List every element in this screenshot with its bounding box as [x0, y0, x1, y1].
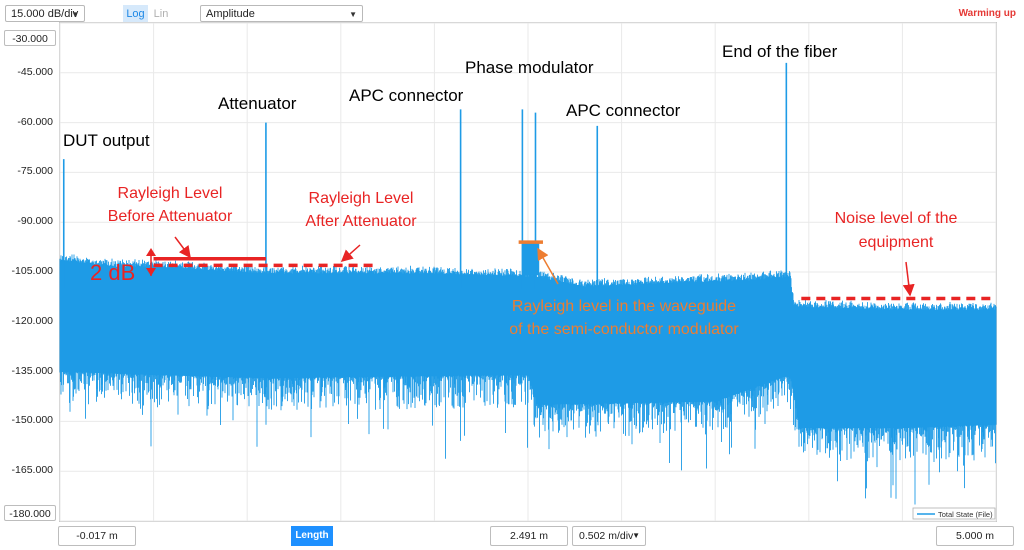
y-tick-label: -150.000 [11, 414, 53, 427]
pointer-arrow [340, 244, 361, 262]
log-toggle[interactable]: Log [123, 5, 148, 23]
annotation-label: Phase modulator [465, 58, 594, 77]
annotation-label: of the semi-conductor modulator [509, 321, 739, 338]
y-tick-label: -45.000 [17, 65, 53, 78]
annotation-label: APC connector [349, 86, 464, 105]
y-tick-label: -90.000 [17, 215, 53, 228]
annotation-label: End of the fiber [722, 42, 838, 61]
annotation-label: 2 dB [90, 260, 135, 285]
chevron-down-icon: ▼ [349, 10, 357, 19]
arrow-head-icon [146, 248, 156, 256]
trace-series [59, 254, 997, 505]
y-max-field[interactable]: -30.000 [4, 30, 56, 46]
annotation-label: APC connector [566, 101, 681, 120]
legend-label: Total State (File) [938, 510, 993, 519]
waveguide-block [522, 242, 540, 276]
pointer-arrow [174, 236, 191, 259]
x-div-dropdown[interactable]: 0.502 m/div ▼ [572, 526, 646, 546]
annotation-label: Before Attenuator [108, 208, 233, 225]
annotation-label: Attenuator [218, 94, 297, 113]
length-button[interactable]: Length [291, 526, 333, 546]
annotation-label: After Attenuator [305, 213, 417, 230]
annotation-label: equipment [859, 234, 934, 251]
pointer-arrow [902, 261, 915, 297]
x-end-field[interactable]: 5.000 m [936, 526, 1014, 546]
annotation-label: DUT output [63, 131, 150, 150]
legend-box [912, 507, 996, 520]
scale-dropdown[interactable]: 15.000 dB/div ▼ [5, 5, 85, 22]
pointer-arrow [537, 247, 559, 285]
y-tick-label: -120.000 [11, 314, 53, 327]
annotation-label: Noise level of the [835, 210, 958, 227]
toolbar: 15.000 dB/div ▼ Log Lin Amplitude ▼ Warm… [0, 0, 1024, 28]
mode-dropdown[interactable]: Amplitude ▼ [200, 5, 363, 22]
y-min-field[interactable]: -180.000 [4, 505, 56, 521]
status-text: Warming up [958, 8, 1016, 19]
y-tick-label: -165.000 [11, 464, 53, 477]
y-tick-label: -75.000 [17, 165, 53, 178]
lin-toggle[interactable]: Lin [153, 8, 169, 20]
x-start-field[interactable]: -0.017 m [58, 526, 136, 546]
y-tick-label: -105.000 [11, 265, 53, 277]
arrow-head-icon [146, 268, 156, 276]
x-center-field[interactable]: 2.491 m [490, 526, 568, 546]
annotation-label: Rayleigh Level [309, 190, 414, 207]
x-div-label: 0.502 m/div [579, 530, 634, 542]
annotation-label: Rayleigh level in the waveguide [512, 298, 736, 315]
y-tick-label: -135.000 [11, 364, 53, 377]
chevron-down-icon: ▼ [632, 531, 640, 540]
annotation-label: Rayleigh Level [118, 185, 223, 202]
scale-label: 15.000 dB/div [11, 8, 79, 20]
y-tick-label: -60.000 [17, 115, 53, 128]
mode-label: Amplitude [206, 8, 255, 20]
chevron-down-icon: ▼ [71, 10, 79, 19]
